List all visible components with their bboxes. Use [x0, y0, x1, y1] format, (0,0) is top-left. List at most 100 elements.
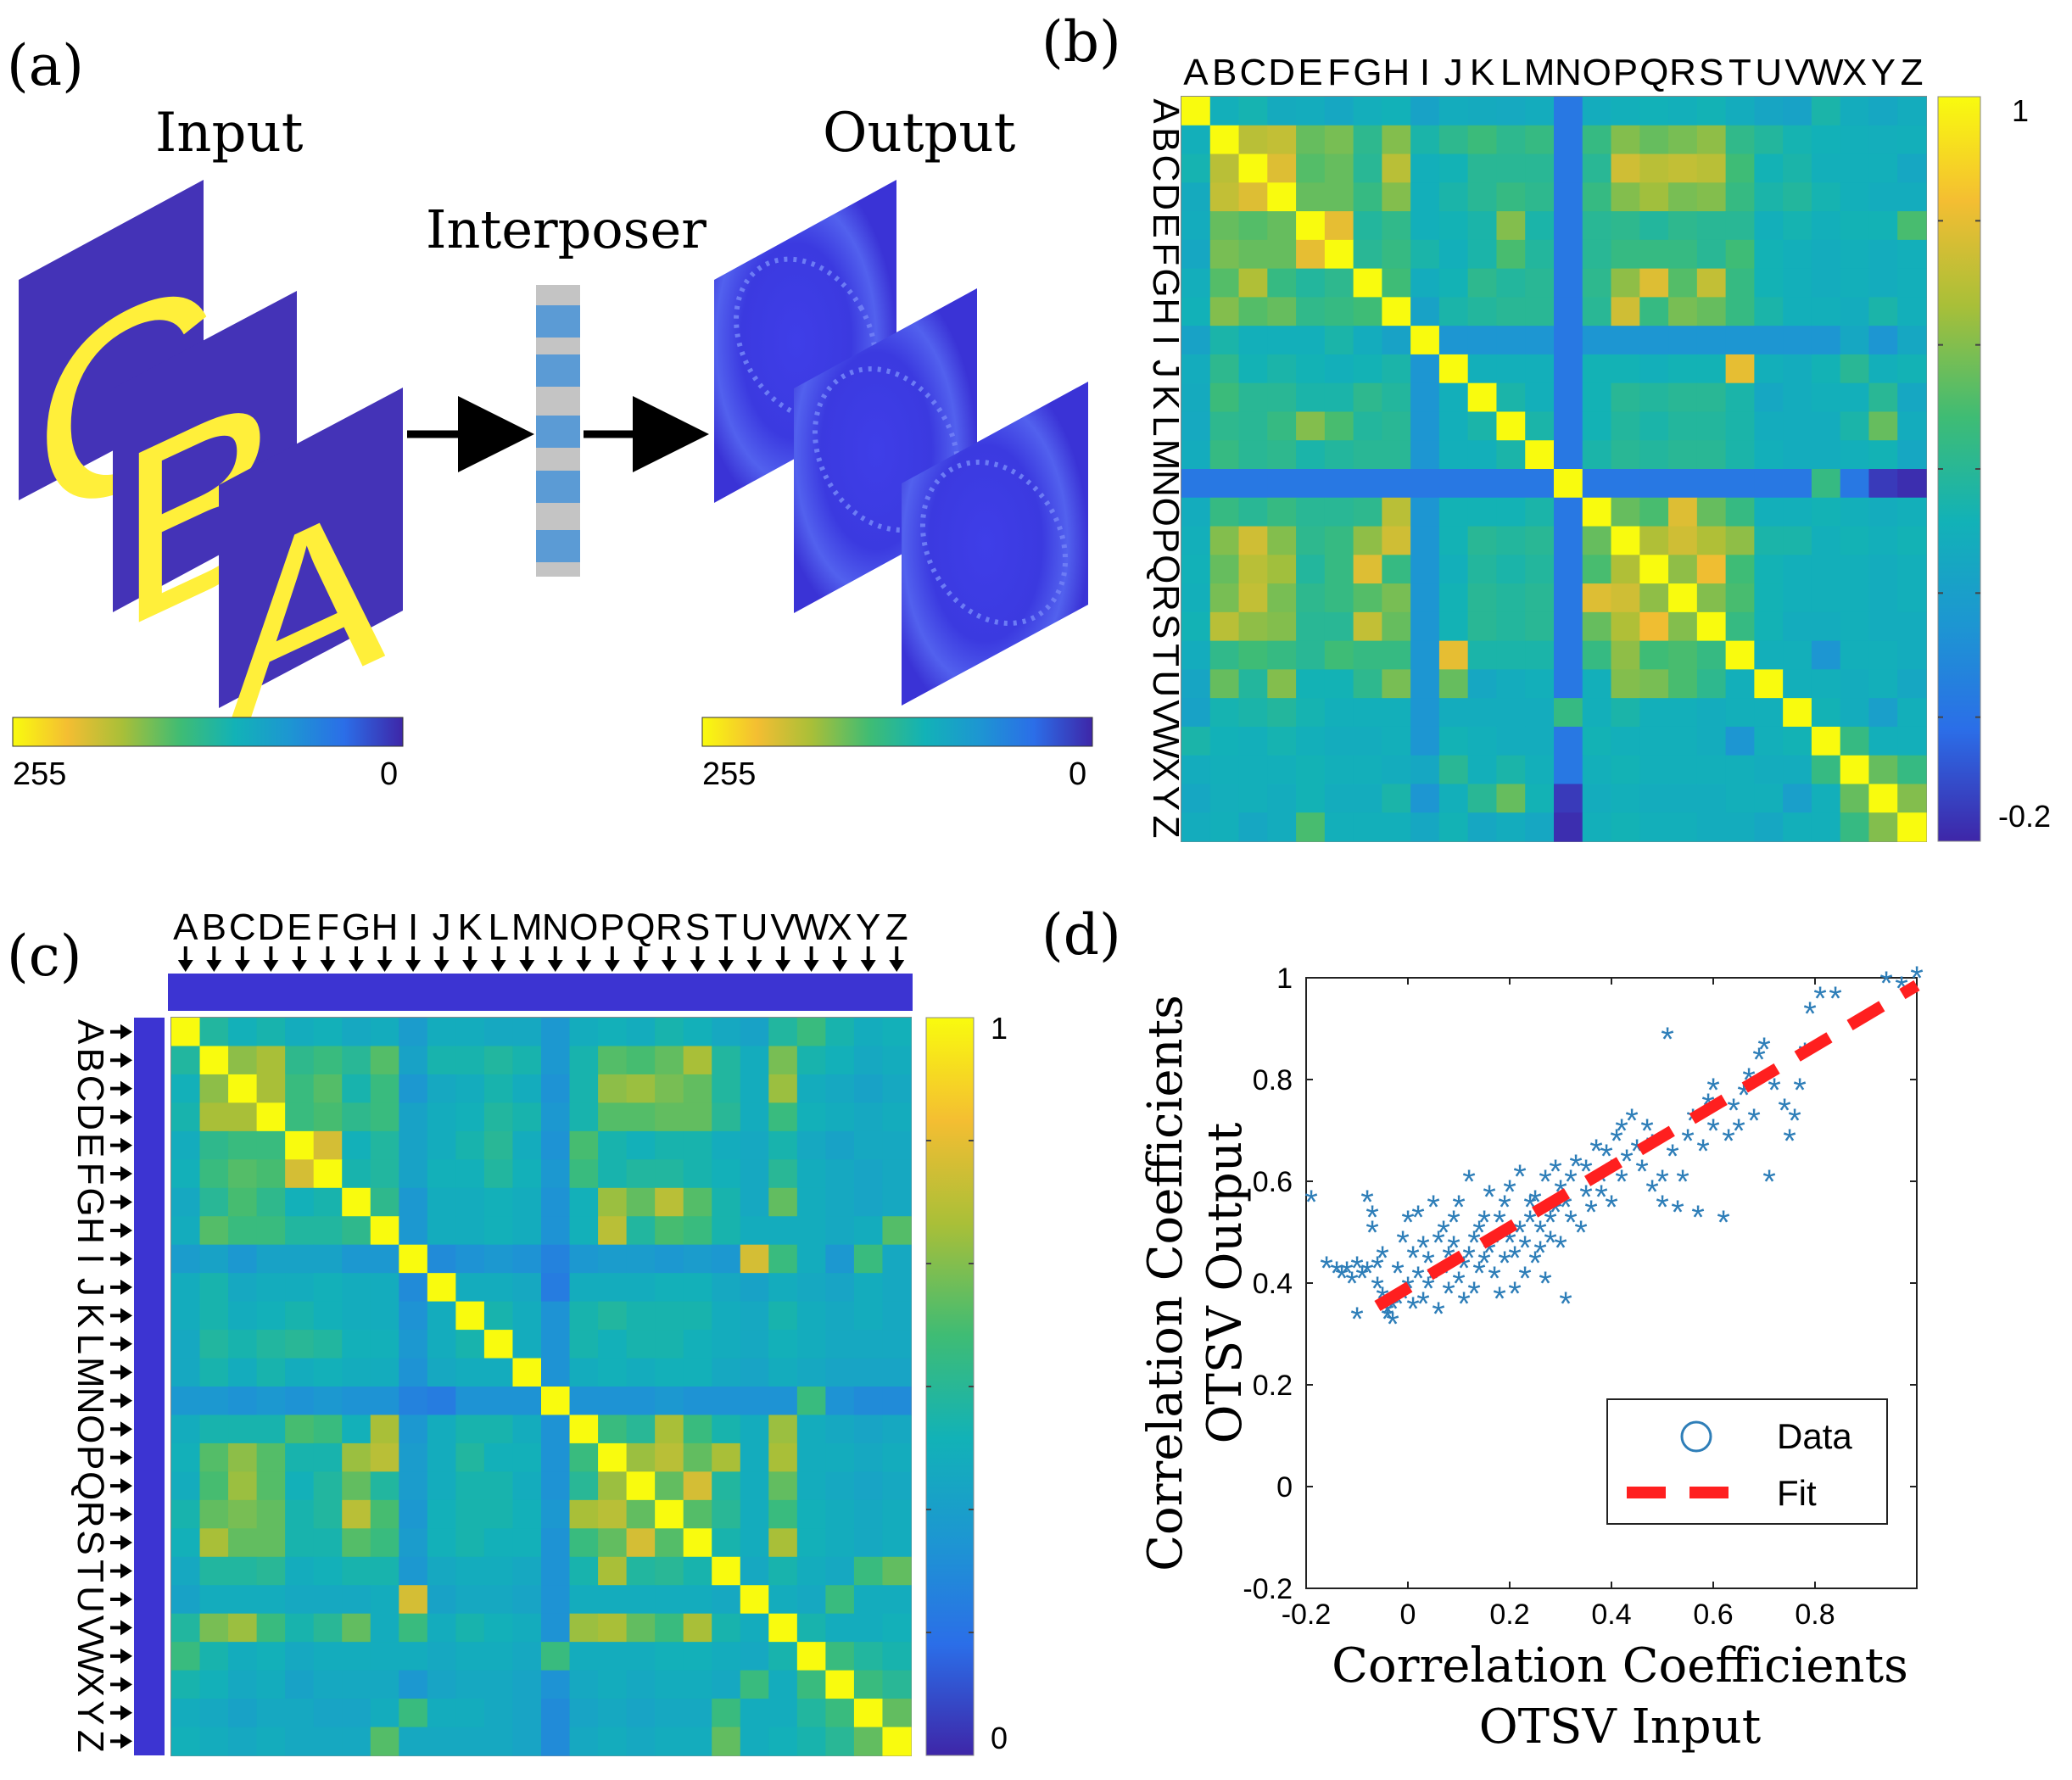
- heatmap-cell-FG: [342, 1159, 371, 1189]
- heatmap-cell-XY: [1868, 755, 1898, 785]
- heatmap-cell-CW: [1811, 153, 1841, 183]
- right-arrow-head: [120, 1506, 132, 1522]
- heatmap-cell-NJ: [427, 1387, 456, 1416]
- heatmap-cell-BC: [1238, 125, 1268, 155]
- heatmap-cell-HZ: [882, 1216, 912, 1246]
- heatmap-cell-SX: [1840, 611, 1870, 642]
- heatmap-cell-MV: [1783, 440, 1812, 470]
- heatmap-cell-SD: [256, 1528, 286, 1558]
- heatmap-cell-NW: [1811, 469, 1841, 499]
- heatmap-cell-CF: [1324, 153, 1354, 183]
- heatmap-cell-XN: [541, 1670, 571, 1699]
- heatmap-cell-HR: [655, 1216, 684, 1246]
- heatmap-cell-MH: [1382, 440, 1411, 470]
- heatmap-cell-GS: [1696, 268, 1727, 298]
- heatmap-cell-IH: [1382, 326, 1411, 355]
- heatmap-cell-SI: [399, 1528, 428, 1558]
- heatmap-cell-WS: [1696, 726, 1727, 756]
- input-slide-a-plane: [219, 388, 403, 708]
- heatmap-cell-HQ: [626, 1216, 656, 1246]
- heatmap-cell-TN: [541, 1556, 571, 1586]
- heatmap-cell-YK: [455, 1699, 485, 1728]
- heatmap-cell-CA: [1181, 153, 1211, 183]
- heatmap-cell-HI: [399, 1216, 428, 1246]
- heatmap-cell-GJ: [427, 1187, 456, 1217]
- heatmap-cell-LA: [171, 1330, 201, 1359]
- heatmap-cell-ZP: [1611, 812, 1640, 842]
- heatmap-cell-HH: [1382, 297, 1411, 326]
- row-label-C: C: [70, 1075, 111, 1102]
- column-label-I: I: [1420, 52, 1430, 93]
- heatmap-cell-OC: [228, 1415, 258, 1444]
- data-point: *: [1574, 1214, 1588, 1252]
- heatmap-cell-NZ: [1897, 469, 1927, 499]
- heatmap-cell-CP: [598, 1074, 628, 1103]
- panel-a-label: (a): [7, 33, 84, 98]
- heatmap-cell-YX: [1840, 784, 1870, 813]
- heatmap-cell-VN: [1554, 698, 1583, 728]
- heatmap-cell-SG: [1353, 611, 1382, 642]
- heatmap-cell-TL: [1496, 640, 1526, 670]
- heatmap-cell-FS: [1696, 239, 1727, 270]
- heatmap-cell-AD: [1267, 97, 1297, 126]
- heatmap-cell-CV: [1783, 153, 1812, 183]
- heatmap-cell-XE: [1296, 755, 1326, 785]
- heatmap-cell-PU: [740, 1442, 769, 1472]
- row-label-F: F: [70, 1163, 111, 1186]
- heatmap-cell-SL: [483, 1528, 514, 1558]
- heatmap-cell-RF: [313, 1499, 343, 1529]
- heatmap-cell-ON: [541, 1415, 571, 1444]
- heatmap-cell-PY: [853, 1442, 884, 1472]
- heatmap-cell-VX: [825, 1613, 855, 1643]
- heatmap-cell-XC: [1238, 755, 1268, 785]
- heatmap-cell-OH: [1382, 497, 1411, 527]
- data-point: *: [1625, 1102, 1639, 1140]
- heatmap-cell-QQ: [1639, 555, 1669, 584]
- heatmap-cell-GR: [655, 1187, 684, 1217]
- data-point: *: [1579, 1179, 1593, 1216]
- heatmap-cell-KH: [1382, 382, 1411, 413]
- right-arrow-head: [120, 1308, 132, 1324]
- heatmap-cell-BH: [1382, 125, 1411, 155]
- heatmap-cell-PG: [1353, 526, 1382, 555]
- heatmap-cell-XE: [285, 1670, 315, 1699]
- data-point: *: [1584, 1194, 1598, 1231]
- column-label-T: T: [1729, 52, 1751, 93]
- data-point: *: [1421, 1270, 1435, 1308]
- heatmap-cell-BU: [1754, 125, 1784, 155]
- heatmap-cell-JX: [1840, 354, 1870, 384]
- heatmap-cell-CO: [1582, 153, 1612, 183]
- row-label-B: B: [1145, 127, 1187, 152]
- heatmap-cell-QH: [370, 1471, 399, 1501]
- data-point: *: [1416, 1286, 1430, 1323]
- heatmap-cell-BF: [313, 1046, 343, 1075]
- data-point: *: [1406, 1291, 1420, 1328]
- heatmap-cell-TH: [370, 1556, 399, 1586]
- heatmap-cell-YN: [1554, 784, 1583, 813]
- heatmap-cell-ZE: [285, 1727, 315, 1756]
- column-label-S: S: [1699, 52, 1723, 93]
- heatmap-cell-NM: [512, 1387, 542, 1416]
- heatmap-cell-CD: [1267, 153, 1297, 183]
- heatmap-cell-YR: [1668, 784, 1698, 813]
- heatmap-cell-XX: [825, 1670, 855, 1699]
- heatmap-cell-QL: [483, 1471, 514, 1501]
- heatmap-cell-HU: [1754, 297, 1784, 326]
- heatmap-cell-AE: [1296, 97, 1326, 126]
- heatmap-cell-NB: [1209, 469, 1240, 499]
- heatmap-cell-FO: [1582, 239, 1612, 270]
- heatmap-cell-HX: [1840, 297, 1870, 326]
- heatmap-cell-OY: [1868, 497, 1898, 527]
- heatmap-cell-EG: [342, 1130, 371, 1160]
- heatmap-cell-CK: [455, 1074, 485, 1103]
- row-label-A: A: [1145, 98, 1187, 124]
- heatmap-cell-HU: [740, 1216, 769, 1246]
- heatmap-cell-UN: [541, 1585, 571, 1615]
- data-point: *: [1518, 1230, 1532, 1267]
- heatmap-cell-SN: [1554, 611, 1583, 642]
- data-point: *: [1559, 1286, 1572, 1323]
- heatmap-cell-KD: [256, 1301, 286, 1331]
- heatmap-cell-GL: [1496, 268, 1526, 298]
- data-point: *: [1762, 1163, 1776, 1201]
- heatmap-cell-TO: [569, 1556, 599, 1586]
